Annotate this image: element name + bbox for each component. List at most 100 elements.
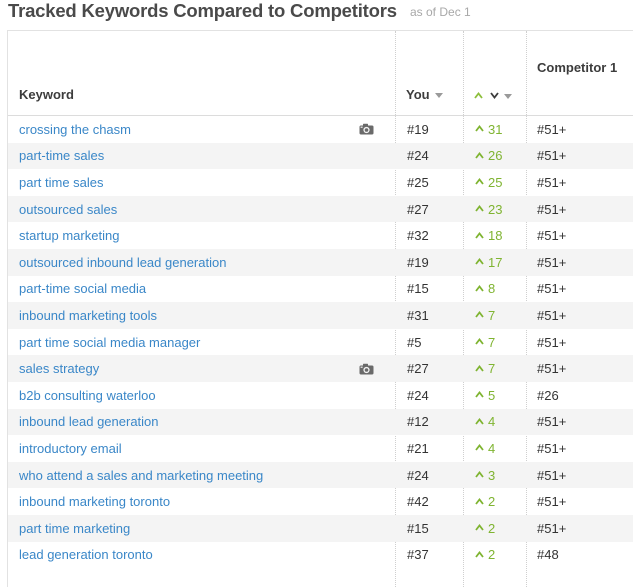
rank-change: 4 <box>475 435 495 462</box>
chevron-up-icon <box>475 496 484 508</box>
competitor-1-rank: #51+ <box>537 121 567 137</box>
keyword-link[interactable]: introductory email <box>19 440 122 456</box>
camera-icon[interactable] <box>359 116 374 143</box>
keyword-link[interactable]: part-time sales <box>19 148 105 164</box>
chevron-up-icon <box>475 256 484 268</box>
competitor-1-rank: #51+ <box>537 228 567 244</box>
column-header-competitor-1-label: Competitor 1 <box>537 60 618 75</box>
chevron-up-icon <box>475 549 484 561</box>
keyword-link[interactable]: lead generation toronto <box>19 547 153 563</box>
camera-icon[interactable] <box>359 355 374 382</box>
table-row: inbound marketing tools #31 7 #51+ <box>8 302 633 329</box>
keyword-link[interactable]: who attend a sales and marketing meeting <box>19 467 264 483</box>
rank-change-value: 23 <box>488 201 503 217</box>
keyword-link[interactable]: outsourced inbound lead generation <box>19 254 227 270</box>
column-header-keyword-label: Keyword <box>19 87 74 102</box>
keyword-link[interactable]: startup marketing <box>19 228 120 244</box>
your-rank: #15 <box>407 520 429 536</box>
page-title: Tracked Keywords Compared to Competitors <box>8 0 397 21</box>
rank-change-value: 7 <box>488 334 496 350</box>
keyword-link[interactable]: outsourced sales <box>19 201 118 217</box>
rank-change-value: 17 <box>488 254 503 270</box>
rank-change-value: 26 <box>488 148 503 164</box>
caret-down-icon <box>503 94 512 100</box>
chevron-up-icon <box>475 389 484 401</box>
your-rank: #24 <box>407 467 429 483</box>
keywords-table: Keyword You Competitor 1 crossing the ch… <box>7 30 633 587</box>
rank-change: 7 <box>475 329 495 356</box>
page-header: Tracked Keywords Compared to Competitors… <box>0 0 633 30</box>
chevron-up-icon <box>475 283 484 295</box>
keyword-link[interactable]: crossing the chasm <box>19 121 131 137</box>
competitor-1-rank: #26 <box>537 387 559 403</box>
table-row: outsourced sales #27 23 #51+ <box>8 195 633 223</box>
rank-change: 17 <box>475 249 502 276</box>
rank-change: 7 <box>475 355 495 382</box>
table-row: outsourced inbound lead generation #19 17 #… <box>8 249 633 276</box>
your-rank: #19 <box>407 254 429 270</box>
caret-down-icon <box>434 93 443 99</box>
rank-change: 23 <box>475 196 502 223</box>
keyword-link[interactable]: inbound lead generation <box>19 414 159 430</box>
chevron-up-icon <box>475 176 484 188</box>
column-header-you-label: You <box>406 87 430 102</box>
keyword-link[interactable]: part time social media manager <box>19 334 201 350</box>
chevron-up-icon <box>475 203 484 215</box>
competitor-1-rank: #51+ <box>537 467 567 483</box>
competitor-1-rank: #51+ <box>537 361 567 377</box>
rank-change: 2 <box>475 488 495 515</box>
chevron-down-icon <box>489 91 499 102</box>
rank-change: 7 <box>475 302 495 329</box>
rank-change: 25 <box>475 169 502 196</box>
rank-change-value: 7 <box>488 361 496 377</box>
rank-change: 26 <box>475 143 502 170</box>
table-row: inbound marketing toronto #42 2 #51+ <box>8 488 633 515</box>
your-rank: #31 <box>407 307 429 323</box>
competitor-1-rank: #51+ <box>537 174 567 190</box>
rank-change-value: 18 <box>488 228 503 244</box>
keyword-link[interactable]: b2b consulting waterloo <box>19 387 156 403</box>
as-of-date: as of Dec 1 <box>410 5 471 19</box>
table-header: Keyword You Competitor 1 <box>8 31 633 116</box>
column-header-keyword[interactable]: Keyword <box>19 87 74 102</box>
chevron-up-icon <box>475 150 484 162</box>
column-header-competitor-1[interactable]: Competitor 1 <box>537 60 617 75</box>
rank-change: 18 <box>475 222 502 249</box>
table-row: who attend a sales and marketing meeting… <box>8 461 633 489</box>
competitor-1-rank: #51+ <box>537 281 567 297</box>
column-header-change[interactable] <box>474 88 512 103</box>
competitor-1-rank: #51+ <box>537 440 567 456</box>
competitor-1-rank: #51+ <box>537 254 567 270</box>
table-row: introductory email #21 4 #51+ <box>8 435 633 462</box>
keyword-link[interactable]: part time marketing <box>19 520 131 536</box>
rank-change-value: 31 <box>488 121 503 137</box>
table-row: part-time social media #15 8 #51+ <box>8 276 633 303</box>
your-rank: #27 <box>407 201 429 217</box>
competitor-1-rank: #48 <box>537 547 559 563</box>
your-rank: #15 <box>407 281 429 297</box>
your-rank: #24 <box>407 148 429 164</box>
keyword-link[interactable]: sales strategy <box>19 361 100 377</box>
table-row: lead generation toronto #37 2 #48 <box>8 542 633 569</box>
table-row: part time sales #25 25 #51+ <box>8 169 633 196</box>
your-rank: #24 <box>407 387 429 403</box>
keyword-link[interactable]: part-time social media <box>19 281 147 297</box>
rank-change-value: 25 <box>488 174 503 190</box>
your-rank: #42 <box>407 494 429 510</box>
competitor-1-rank: #51+ <box>537 307 567 323</box>
rank-change: 4 <box>475 409 495 436</box>
your-rank: #27 <box>407 361 429 377</box>
column-header-you[interactable]: You <box>406 87 443 102</box>
rank-change: 8 <box>475 276 495 303</box>
chevron-up-icon <box>475 416 484 428</box>
keyword-link[interactable]: inbound marketing tools <box>19 307 158 323</box>
keyword-link[interactable]: inbound marketing toronto <box>19 494 171 510</box>
your-rank: #21 <box>407 440 429 456</box>
keyword-link[interactable]: part time sales <box>19 174 104 190</box>
your-rank: #25 <box>407 174 429 190</box>
rank-change-value: 7 <box>488 307 496 323</box>
chevron-up-icon <box>475 442 484 454</box>
rank-change-value: 2 <box>488 547 496 563</box>
chevron-up-icon <box>475 309 484 321</box>
table-row: part-time sales #24 26 #51+ <box>8 142 633 170</box>
